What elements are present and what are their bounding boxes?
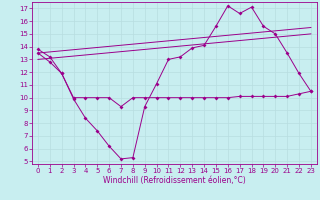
X-axis label: Windchill (Refroidissement éolien,°C): Windchill (Refroidissement éolien,°C) bbox=[103, 176, 246, 185]
